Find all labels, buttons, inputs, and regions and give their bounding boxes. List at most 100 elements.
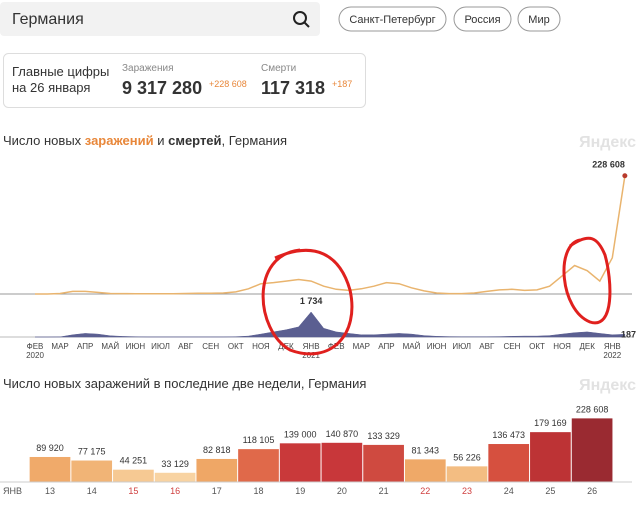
tick-label-line: ИЮН bbox=[427, 342, 447, 351]
title-series-name: заражений bbox=[85, 133, 154, 148]
bar bbox=[71, 460, 113, 482]
value-label: 136 473 bbox=[492, 430, 525, 440]
summary-title: на 26 января bbox=[12, 80, 90, 95]
x-tick-label: 15 bbox=[128, 486, 138, 496]
x-tick-label: АПР bbox=[378, 342, 394, 351]
tick-label-line: ИЮЛ bbox=[452, 342, 471, 351]
cases-total: 9 317 280 bbox=[122, 78, 202, 98]
tick-label-line: ЯНВ bbox=[303, 342, 320, 351]
tick-label-line: АПР bbox=[378, 342, 394, 351]
bar bbox=[29, 456, 71, 482]
tick-label-line: 2020 bbox=[26, 351, 44, 360]
value-label: 187 bbox=[621, 329, 636, 339]
value-label: 133 329 bbox=[367, 431, 400, 441]
x-tick-label: МАР bbox=[353, 342, 370, 351]
x-tick-label: АВГ bbox=[479, 342, 495, 351]
tick-label-line: МАЙ bbox=[101, 342, 119, 351]
x-tick-label: МАЙ bbox=[403, 342, 421, 351]
x-tick-label: ОКТ bbox=[529, 342, 545, 351]
bar bbox=[238, 449, 279, 482]
x-tick-label: ФЕВ 2020 bbox=[26, 342, 44, 360]
value-label: 228 608 bbox=[576, 404, 609, 414]
cases-label: Заражения bbox=[122, 63, 174, 74]
value-label: 228 608 bbox=[592, 160, 625, 170]
x-tick-label: 23 bbox=[462, 486, 472, 496]
x-tick-label: 19 bbox=[295, 486, 305, 496]
summary-title: Главные цифры bbox=[12, 64, 109, 79]
bar bbox=[321, 442, 363, 482]
region-label[interactable]: Мир bbox=[528, 14, 549, 26]
value-label: 140 870 bbox=[326, 429, 359, 439]
x-tick-label: ДЕК bbox=[579, 342, 595, 351]
tick-label-line: НОЯ bbox=[252, 342, 270, 351]
x-tick-label: АПР bbox=[77, 342, 93, 351]
deaths-delta: +187 bbox=[332, 79, 352, 89]
chart-title: Число новых заражений в последние две не… bbox=[3, 376, 366, 391]
region-button[interactable] bbox=[338, 6, 447, 32]
deaths-label: Смерти bbox=[261, 63, 296, 74]
x-tick-label: ОКТ bbox=[228, 342, 244, 351]
tick-label-line: АВГ bbox=[178, 342, 194, 351]
x-tick-label: 24 bbox=[504, 486, 514, 496]
tick-label-line: МАР bbox=[51, 342, 68, 351]
title-part: Число новых bbox=[3, 133, 85, 148]
line-chart: 228 608 1 734 187 ФЕВ 2020 МАР АПР МАЙ ИЮН ИЮЛ АВГ… bbox=[0, 160, 636, 360]
tick-label-line: ОКТ bbox=[529, 342, 545, 351]
x-tick-label: ИЮЛ bbox=[452, 342, 471, 351]
watermark: Яндекс bbox=[579, 377, 636, 394]
value-label: 33 129 bbox=[161, 459, 189, 469]
peak-marker bbox=[622, 173, 628, 179]
x-tick-label: 21 bbox=[379, 486, 389, 496]
series-line bbox=[35, 175, 626, 295]
value-label: 44 251 bbox=[120, 456, 148, 466]
watermark: Яндекс bbox=[579, 134, 636, 151]
tick-label-line: МАЙ bbox=[403, 342, 421, 351]
region-button[interactable] bbox=[453, 6, 512, 32]
bar bbox=[279, 443, 321, 482]
x-tick-label: ИЮН bbox=[427, 342, 447, 351]
x-tick-label: 20 bbox=[337, 486, 347, 496]
x-tick-label: 14 bbox=[87, 486, 97, 496]
value-label: 81 343 bbox=[412, 445, 440, 455]
x-tick-label: 18 bbox=[253, 486, 263, 496]
x-tick-label: ИЮЛ bbox=[151, 342, 170, 351]
bar bbox=[154, 472, 196, 482]
value-label: 118 105 bbox=[243, 435, 275, 445]
region-button[interactable] bbox=[517, 6, 561, 32]
series-area bbox=[35, 311, 626, 338]
search-box[interactable] bbox=[0, 2, 320, 36]
bar bbox=[113, 469, 154, 482]
value-label: 139 000 bbox=[284, 429, 317, 439]
tick-label-line: ИЮН bbox=[126, 342, 146, 351]
value-label: 77 175 bbox=[78, 447, 106, 457]
month-label: ЯНВ bbox=[3, 486, 22, 496]
x-tick-label: МАЙ bbox=[101, 342, 119, 351]
value-label: 82 818 bbox=[203, 445, 231, 455]
x-tick-label: СЕН bbox=[503, 342, 520, 351]
search-query[interactable]: Германия bbox=[12, 11, 84, 28]
hand-drawn-circle bbox=[562, 236, 612, 325]
tick-label-line: ДЕК bbox=[579, 342, 595, 351]
region-label[interactable]: Россия bbox=[464, 14, 500, 26]
region-label[interactable]: Санкт-Петербург bbox=[349, 14, 435, 26]
tick-label-line: ЯНВ bbox=[604, 342, 621, 351]
x-tick-label: 26 bbox=[587, 486, 597, 496]
x-tick-label: 22 bbox=[420, 486, 430, 496]
bar bbox=[571, 418, 613, 482]
tick-label-line: АПР bbox=[77, 342, 93, 351]
title-part: , Германия bbox=[222, 133, 288, 148]
x-tick-label: ЯНВ 2022 bbox=[603, 342, 621, 360]
tick-label-line: 2021 bbox=[302, 351, 320, 360]
tick-label-line: ИЮЛ bbox=[151, 342, 170, 351]
x-tick-label: 17 bbox=[212, 486, 222, 496]
value-label: 89 920 bbox=[36, 443, 64, 453]
search-icon[interactable] bbox=[293, 11, 310, 28]
hand-drawn-circle bbox=[261, 248, 354, 356]
summary-card bbox=[3, 53, 366, 108]
bar bbox=[530, 432, 571, 482]
bar bbox=[404, 459, 446, 482]
bar bbox=[446, 466, 488, 482]
value-label: 1 734 bbox=[300, 296, 323, 306]
bar-chart: 89 920 13 77 175 14 44 251 15 33 129 16 82 818 17… bbox=[0, 404, 632, 496]
tick-label-line: АВГ bbox=[479, 342, 495, 351]
